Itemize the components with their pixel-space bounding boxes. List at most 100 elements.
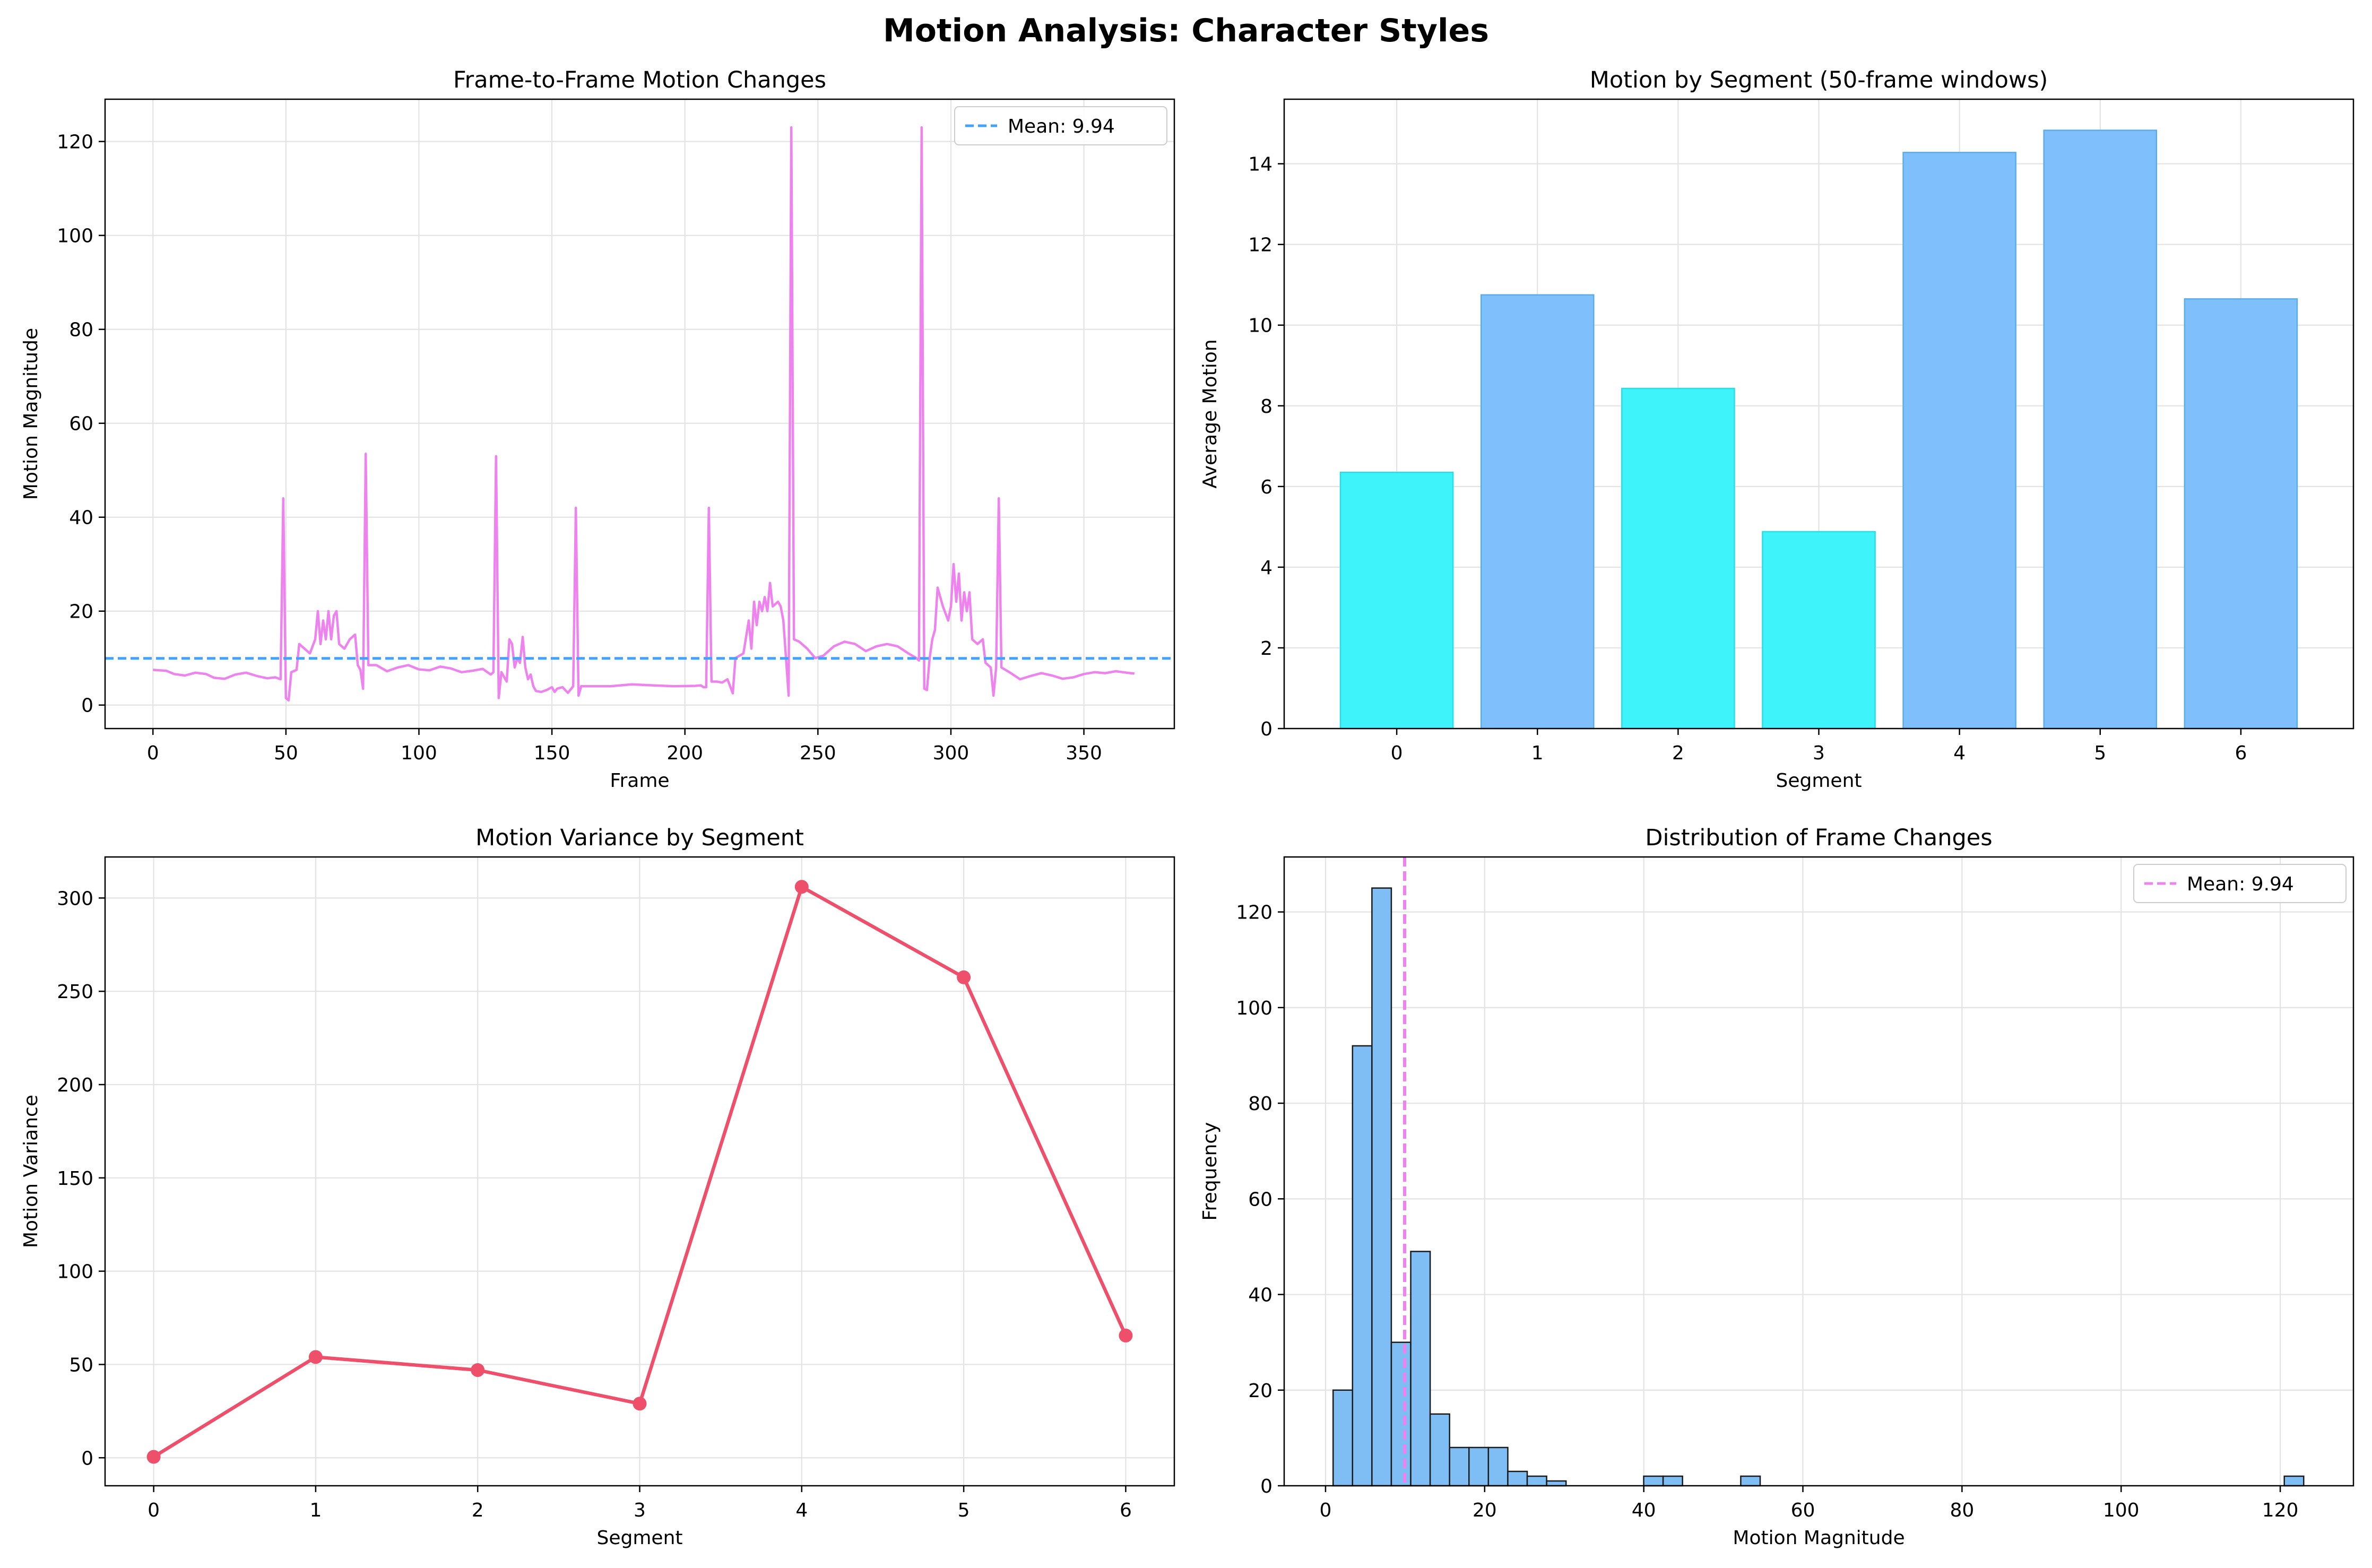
- plot-area: [146, 880, 1133, 1464]
- y-axis-label: Average Motion: [1199, 339, 1221, 488]
- y-tick-label: 100: [57, 226, 93, 247]
- axes-frame: [104, 98, 1175, 730]
- variance-point: [794, 880, 809, 894]
- variance-point: [471, 1363, 485, 1377]
- y-tick-label: 14: [1248, 154, 1272, 176]
- y-tick-label: 80: [1248, 1093, 1272, 1115]
- legend-label: Mean: 9.94: [2187, 873, 2294, 895]
- x-tick-label: 40: [1632, 1500, 1656, 1521]
- x-tick-label: 0: [1391, 742, 1403, 764]
- histogram-bar: [1449, 1446, 1470, 1487]
- ticks: 0 20 40 60 80 100 120 0 20 40 60 80 100 120: [1236, 902, 2298, 1521]
- y-tick-label: 40: [69, 507, 93, 529]
- x-tick-label: 4: [1953, 742, 1966, 764]
- y-tick-label: 0: [1260, 1476, 1272, 1497]
- y-axis-label: Motion Variance: [20, 1095, 42, 1248]
- bar: [1480, 294, 1595, 730]
- panel-title: Frame-to-Frame Motion Changes: [453, 67, 826, 93]
- y-tick-label: 150: [57, 1168, 93, 1190]
- panel-title: Distribution of Frame Changes: [1645, 825, 1992, 851]
- histogram-bar: [1643, 1475, 1664, 1487]
- histogram-bar: [1332, 1389, 1354, 1487]
- x-axis-label: Motion Magnitude: [1733, 1527, 1904, 1549]
- y-tick-label: 0: [1260, 718, 1272, 740]
- y-axis-label: Motion Magnitude: [20, 328, 42, 500]
- panel-title: Motion by Segment (50-frame windows): [1590, 67, 2048, 93]
- grid-lines: [105, 857, 1174, 1486]
- x-axis-label: Segment: [1776, 770, 1862, 792]
- histogram-bar: [1526, 1475, 1547, 1487]
- x-tick-label: 2: [472, 1500, 484, 1521]
- y-tick-label: 100: [1236, 998, 1272, 1019]
- y-tick-label: 0: [81, 1448, 93, 1469]
- y-tick-label: 2: [1260, 638, 1272, 660]
- variance-point: [957, 970, 971, 984]
- y-tick-label: 300: [57, 888, 93, 909]
- histogram-bar: [1371, 887, 1392, 1487]
- x-tick-label: 5: [958, 1500, 970, 1521]
- x-tick-label: 200: [666, 742, 703, 764]
- bar: [2043, 129, 2158, 730]
- histogram-bar: [1662, 1475, 1683, 1487]
- axes-frame: [104, 856, 1175, 1487]
- x-axis-label: Segment: [597, 1527, 683, 1549]
- axes-frame: [1283, 98, 2354, 730]
- x-tick-label: 1: [1531, 742, 1544, 764]
- x-tick-label: 120: [2262, 1500, 2299, 1521]
- bar: [1339, 471, 1454, 730]
- x-tick-label: 2: [1672, 742, 1684, 764]
- bar: [1902, 152, 2016, 730]
- y-tick-label: 8: [1260, 396, 1272, 418]
- histogram-bar: [1352, 1045, 1373, 1487]
- legend-label: Mean: 9.94: [1008, 116, 1115, 137]
- x-tick-label: 250: [800, 742, 836, 764]
- x-tick-label: 80: [1950, 1500, 1974, 1521]
- x-tick-label: 1: [309, 1500, 322, 1521]
- histogram-bar: [1468, 1446, 1490, 1487]
- x-tick-label: 20: [1473, 1500, 1497, 1521]
- y-tick-label: 50: [69, 1354, 93, 1376]
- panel-variance-by-segment: 0 1 2 3 4 5 6 0 50 100 150 200 250 300 Motion Variance…: [20, 825, 1175, 1549]
- histogram-bar: [1546, 1480, 1567, 1487]
- bar: [2184, 298, 2298, 730]
- histogram-bar: [1740, 1475, 1761, 1487]
- x-tick-label: 100: [2103, 1500, 2140, 1521]
- y-axis-label: Frequency: [1199, 1122, 1221, 1221]
- y-tick-label: 6: [1260, 477, 1272, 498]
- y-tick-label: 120: [1236, 902, 1272, 924]
- x-tick-label: 300: [933, 742, 969, 764]
- ticks: 0 50 100 150 200 250 300 350 0 20 40 60 80 100 120: [57, 132, 1102, 764]
- y-tick-label: 0: [81, 695, 93, 717]
- y-tick-label: 60: [69, 413, 93, 435]
- x-tick-label: 350: [1066, 742, 1102, 764]
- y-tick-label: 60: [1248, 1189, 1272, 1210]
- y-tick-label: 120: [57, 132, 93, 153]
- panel-title: Motion Variance by Segment: [475, 825, 804, 851]
- y-tick-label: 250: [57, 981, 93, 1003]
- y-tick-label: 10: [1248, 315, 1272, 337]
- x-tick-label: 100: [401, 742, 437, 764]
- panel-motion-changes: 0 50 100 150 200 250 300 350 0 20 40 60 80 100 120 Fram…: [20, 67, 1175, 792]
- x-tick-label: 6: [1120, 1500, 1132, 1521]
- variance-point: [633, 1397, 647, 1411]
- bar: [1621, 387, 1735, 730]
- histogram-bar: [1390, 1341, 1412, 1487]
- x-tick-label: 3: [634, 1500, 646, 1521]
- x-tick-label: 150: [534, 742, 570, 764]
- plot-area: [1339, 129, 2298, 730]
- axes-frame: [1283, 856, 2354, 1487]
- plot-area: [1332, 857, 2305, 1487]
- y-tick-label: 4: [1260, 557, 1272, 579]
- x-tick-label: 3: [1813, 742, 1825, 764]
- x-tick-label: 4: [795, 1500, 808, 1521]
- y-tick-label: 80: [69, 319, 93, 341]
- x-axis-label: Frame: [610, 770, 669, 792]
- plot-area: [105, 126, 1174, 702]
- y-tick-label: 40: [1248, 1285, 1272, 1306]
- y-tick-label: 100: [57, 1261, 93, 1283]
- variance-point: [308, 1350, 323, 1364]
- histogram-bar: [2283, 1475, 2305, 1487]
